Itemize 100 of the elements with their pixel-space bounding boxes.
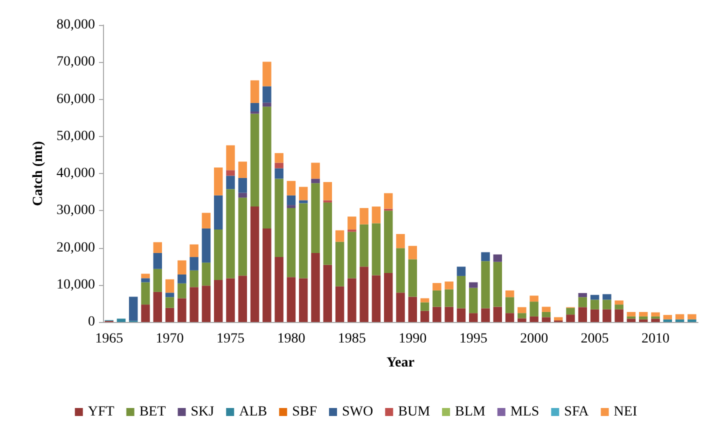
bar	[638, 319, 648, 322]
bar	[518, 318, 526, 322]
bar	[360, 208, 368, 224]
legend-label: YFT	[88, 404, 115, 420]
bar	[178, 260, 186, 274]
bar	[505, 313, 514, 322]
bar	[335, 230, 344, 242]
legend-label: BET	[139, 404, 166, 420]
bar	[444, 289, 454, 307]
bar	[554, 317, 563, 321]
bar	[274, 257, 284, 322]
bar	[214, 280, 223, 322]
bar	[651, 316, 660, 319]
bar	[384, 272, 393, 322]
bar	[141, 282, 150, 305]
legend-label: MLS	[510, 404, 540, 420]
bar	[614, 300, 624, 305]
bar	[153, 242, 162, 253]
bar	[663, 319, 672, 322]
bar	[530, 302, 538, 316]
bar	[238, 192, 248, 198]
bar	[178, 274, 186, 284]
bar	[250, 80, 260, 103]
bar	[238, 162, 248, 178]
bar	[518, 307, 526, 314]
bar	[190, 257, 198, 270]
bar	[286, 277, 296, 322]
x-tick-label: 2010	[642, 332, 670, 346]
x-axis-title: Year	[386, 356, 414, 370]
bar	[408, 259, 418, 297]
bar	[190, 270, 198, 288]
y-tick-label: 50,000	[56, 128, 95, 144]
bar	[165, 308, 174, 322]
bar	[651, 318, 660, 322]
bar	[493, 254, 502, 262]
bar	[202, 286, 211, 322]
bar	[226, 189, 235, 278]
x-tick-label: 2005	[580, 332, 609, 346]
bar	[250, 206, 260, 322]
bar	[238, 198, 248, 276]
bar	[226, 145, 235, 170]
legend-label: SKJ	[190, 404, 215, 420]
legend-label: SFA	[564, 404, 590, 420]
bar	[348, 232, 356, 278]
bar	[178, 298, 186, 322]
legend-label: SBF	[292, 404, 318, 420]
bar	[468, 282, 478, 288]
bar	[226, 176, 235, 190]
bar	[274, 178, 284, 258]
bar	[530, 316, 538, 322]
bar	[250, 114, 260, 207]
bar	[262, 106, 272, 228]
bar	[614, 309, 624, 322]
bar	[141, 304, 150, 322]
bar	[128, 296, 138, 321]
bar	[153, 252, 162, 269]
bar	[298, 203, 308, 278]
bar	[542, 312, 551, 318]
bar	[505, 290, 514, 298]
bar	[578, 293, 588, 298]
bar	[651, 312, 660, 316]
bar	[262, 62, 272, 86]
bar	[311, 162, 320, 179]
bar	[481, 252, 490, 262]
bar	[250, 102, 260, 112]
bar	[262, 102, 272, 107]
bar	[286, 208, 296, 278]
bar	[688, 314, 696, 320]
bar	[298, 200, 308, 204]
bar	[348, 278, 356, 322]
bar	[444, 306, 454, 322]
bar	[335, 286, 344, 322]
bar	[432, 306, 442, 322]
bar	[408, 296, 418, 322]
bar	[602, 309, 612, 322]
bar	[226, 278, 235, 322]
bar	[116, 318, 126, 322]
bar	[202, 262, 211, 286]
bar	[505, 297, 514, 314]
bar	[372, 223, 381, 276]
bar	[323, 182, 332, 200]
x-tick-label: 1970	[156, 332, 184, 346]
bar	[214, 168, 223, 196]
bar	[311, 252, 320, 322]
bar	[444, 282, 454, 290]
bar	[432, 283, 442, 290]
legend-label: BLM	[455, 404, 486, 420]
bar	[396, 248, 405, 293]
bar	[274, 162, 284, 168]
bar	[360, 266, 368, 322]
bar	[274, 153, 284, 163]
bar	[238, 276, 248, 322]
bar	[493, 262, 502, 307]
bar	[468, 288, 478, 314]
bar	[311, 183, 320, 253]
bar	[335, 242, 344, 286]
bar	[384, 193, 393, 209]
bar	[202, 228, 211, 263]
x-tick-label: 1990	[398, 332, 427, 346]
legend-label: BUM	[398, 404, 431, 420]
